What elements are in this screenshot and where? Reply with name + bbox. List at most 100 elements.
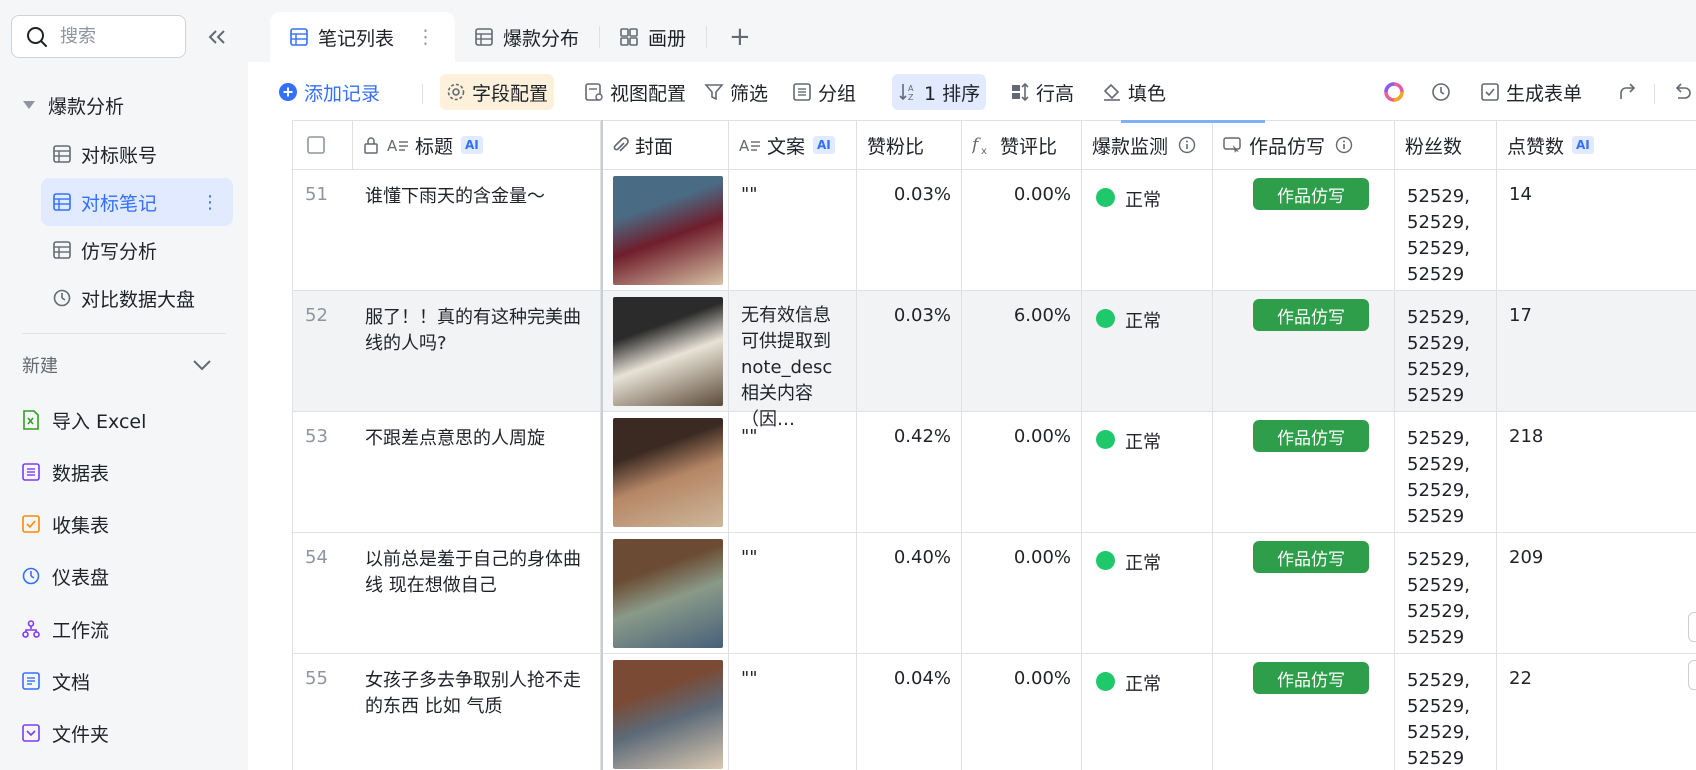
column-header-imitate[interactable]: 作品仿写 [1213,121,1395,169]
table-row[interactable]: 54 以前总是羞于自己的身体曲线 现在想做自己 "" 0.40% 0.00% 正常 作品仿写… [293,533,1696,654]
imitate-button[interactable]: 作品仿写 [1253,299,1369,331]
view-config-button[interactable]: 视图配置 [578,74,692,110]
cover-image[interactable] [613,176,723,285]
likes-cell[interactable]: 218 [1509,426,1544,447]
create-item-folder[interactable]: 文件夹 [22,717,109,749]
table-row[interactable]: 52 服了！！真的有这种完美曲线的人吗? 无有效信息可供提取到 note_desc … [293,291,1696,430]
copy-cell[interactable]: "" [729,533,857,653]
select-all-checkbox-cell[interactable] [293,121,353,169]
info-icon[interactable] [1178,136,1196,154]
column-header-fans[interactable]: 粉丝数 [1395,121,1497,169]
tree-group-hit-analysis[interactable]: 爆款分析 [22,90,124,120]
column-header-cover[interactable]: 封面 [601,121,729,169]
checkbox-icon[interactable] [307,136,325,154]
likes-cell[interactable]: 14 [1509,184,1532,205]
title-cell[interactable]: 服了！！真的有这种完美曲线的人吗? [353,291,601,411]
plus-icon[interactable]: + [729,22,751,52]
like-fan-ratio-cell[interactable]: 0.03% [857,291,962,411]
hit-monitor-cell[interactable]: 正常 [1082,654,1213,770]
cover-cell[interactable] [601,291,729,411]
create-item-document[interactable]: 文档 [22,665,90,697]
cover-cell[interactable] [601,533,729,653]
column-header-likes[interactable]: 点赞数 AI [1497,121,1696,169]
search-box[interactable] [11,15,186,58]
cover-cell[interactable] [601,412,729,532]
cover-image[interactable] [613,539,723,648]
horizontal-scroll-handle[interactable] [1688,612,1696,642]
column-header-like-fan-ratio[interactable]: 赞粉比 [857,121,962,169]
more-vertical-icon[interactable]: ⋮ [201,191,219,213]
cover-cell[interactable] [601,654,729,770]
like-fan-ratio-cell[interactable]: 0.40% [857,533,962,653]
like-fan-ratio-cell[interactable]: 0.03% [857,170,962,290]
cover-cell[interactable] [601,170,729,290]
generate-form-button[interactable]: 生成表单 [1474,74,1588,110]
search-input[interactable] [60,26,170,47]
imitate-button[interactable]: 作品仿写 [1253,178,1369,210]
add-record-button[interactable]: 添加记录 [272,74,386,110]
create-item-form[interactable]: 收集表 [22,508,109,540]
filter-button[interactable]: 筛选 [698,74,774,110]
fans-cell[interactable]: 52529, 52529, 52529, 52529 [1395,291,1497,411]
title-cell[interactable]: 不跟差点意思的人周旋 [353,412,601,532]
fans-cell[interactable]: 52529, 52529, 52529, 52529 [1395,533,1497,653]
sidebar-item-data-dashboard[interactable]: 对比数据大盘 [41,274,233,322]
undo-icon[interactable] [1666,74,1696,110]
copy-cell[interactable]: "" [729,412,857,532]
copy-cell[interactable]: "" [729,654,857,770]
imitate-button[interactable]: 作品仿写 [1253,420,1369,452]
hit-monitor-cell[interactable]: 正常 [1082,170,1213,290]
group-button[interactable]: 分组 [786,74,862,110]
like-fan-ratio-cell[interactable]: 0.04% [857,654,962,770]
hit-monitor-cell[interactable]: 正常 [1082,533,1213,653]
row-height-button[interactable]: 行高 [1004,74,1080,110]
info-icon[interactable] [1335,136,1353,154]
create-item-workflow[interactable]: 工作流 [22,613,109,645]
fill-color-button[interactable]: 填色 [1096,74,1172,110]
tab-hit-distribution[interactable]: 爆款分布 [455,12,599,62]
fans-cell[interactable]: 52529, 52529, 52529, 52529 [1395,654,1497,770]
fans-cell[interactable]: 52529, 52529, 52529, 52529 [1395,170,1497,290]
sidebar-item-imitation-analysis[interactable]: 仿写分析 [41,226,233,274]
hit-monitor-cell[interactable]: 正常 [1082,291,1213,411]
table-row[interactable]: 51 谁懂下雨天的含金量～ "" 0.03% 0.00% 正常 作品仿写 52529, 525… [293,170,1696,291]
table-row[interactable]: 53 不跟差点意思的人周旋 "" 0.42% 0.00% 正常 作品仿写 52529, 525… [293,412,1696,533]
cover-image[interactable] [613,297,723,406]
like-comment-ratio-cell[interactable]: 0.00% [962,170,1082,290]
horizontal-scroll-handle[interactable] [1688,660,1696,690]
title-cell[interactable]: 以前总是羞于自己的身体曲线 现在想做自己 [353,533,601,653]
sidebar-item-benchmark-notes[interactable]: 对标笔记 ⋮ [41,178,233,226]
like-comment-ratio-cell[interactable]: 0.00% [962,533,1082,653]
more-vertical-icon[interactable]: ⋮ [416,26,436,48]
ai-assistant-icon[interactable] [1376,74,1412,110]
table-row[interactable]: 55 女孩子多去争取别人抢不走的东西 比如 气质 "" 0.04% 0.00% 正常 作品仿… [293,654,1696,770]
tab-note-list[interactable]: 笔记列表 ⋮ [270,12,456,62]
cover-image[interactable] [613,660,723,769]
title-cell[interactable]: 女孩子多去争取别人抢不走的东西 比如 气质 [353,654,601,770]
tab-gallery[interactable]: 画册 [600,12,706,62]
cover-image[interactable] [613,418,723,527]
like-fan-ratio-cell[interactable]: 0.42% [857,412,962,532]
likes-cell[interactable]: 22 [1509,668,1532,689]
like-comment-ratio-cell[interactable]: 6.00% [962,291,1082,411]
likes-cell[interactable]: 209 [1509,547,1544,568]
history-icon[interactable] [1424,74,1458,110]
column-header-hit-monitor[interactable]: 爆款监测 [1082,121,1213,169]
sidebar-item-benchmark-accounts[interactable]: 对标账号 [41,130,233,178]
title-cell[interactable]: 谁懂下雨天的含金量～ [353,170,601,290]
share-icon[interactable] [1612,74,1644,110]
like-comment-ratio-cell[interactable]: 0.00% [962,654,1082,770]
column-header-copy[interactable]: A 文案 AI [729,121,857,169]
like-comment-ratio-cell[interactable]: 0.00% [962,412,1082,532]
new-section-header[interactable]: 新建 [22,352,212,378]
create-item-import-excel[interactable]: 导入 Excel [22,404,146,436]
create-item-datasheet[interactable]: 数据表 [22,456,109,488]
column-header-title[interactable]: A 标题 AI [353,121,601,169]
copy-cell[interactable]: "" [729,170,857,290]
collapse-sidebar-icon[interactable] [204,24,230,50]
likes-cell[interactable]: 17 [1509,305,1532,326]
copy-cell[interactable]: 无有效信息可供提取到 note_desc 相关内容（因… [729,291,857,430]
imitate-button[interactable]: 作品仿写 [1253,541,1369,573]
